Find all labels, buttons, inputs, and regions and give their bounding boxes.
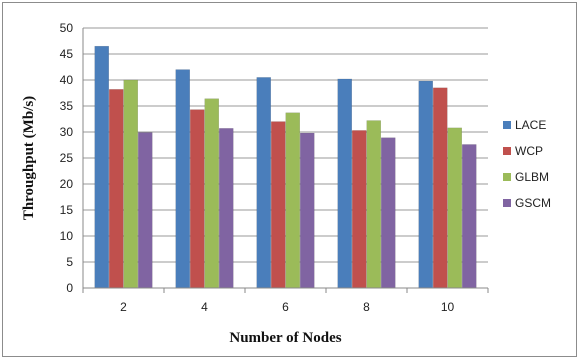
bar-glbm-2 [123, 79, 138, 289]
x-axis-title: Number of Nodes [229, 330, 341, 346]
bar-lace-2 [94, 45, 109, 289]
bar-lace-4 [175, 69, 190, 289]
bar-wcp-8 [352, 130, 367, 289]
y-tick-label: 10 [60, 229, 74, 243]
bar-lace-10 [418, 80, 433, 289]
bar-glbm-4 [204, 98, 219, 289]
x-tick-label: 6 [282, 300, 289, 314]
legend-swatch-glbm [503, 173, 511, 181]
legend-label-glbm: GLBM [515, 170, 549, 184]
bar-wcp-6 [271, 121, 286, 289]
y-tick-label: 25 [60, 151, 74, 165]
bar-gscm-4 [219, 128, 234, 289]
x-tick-label: 8 [363, 300, 370, 314]
x-tick-labels: 2 4 6 8 10 [82, 288, 489, 314]
bar-glbm-10 [447, 127, 462, 289]
bar-glbm-6 [285, 112, 300, 289]
legend-swatch-lace [503, 121, 511, 129]
x-tick-label: 2 [120, 300, 127, 314]
bar-lace-6 [256, 77, 271, 289]
y-tick-label: 20 [60, 177, 74, 191]
y-tick-labels: 0 5 10 15 20 25 30 35 40 45 50 [60, 21, 74, 295]
bar-gscm-10 [462, 144, 477, 289]
y-tick-label: 45 [60, 47, 74, 61]
x-tick-label: 10 [441, 300, 455, 314]
bar-wcp-4 [190, 109, 205, 289]
y-tick-label: 5 [66, 255, 73, 269]
legend: LACE WCP GLBM GSCM [503, 118, 551, 210]
bar-gscm-2 [138, 132, 153, 289]
y-tick-label: 0 [66, 281, 73, 295]
bar-gscm-8 [381, 137, 396, 289]
bar-lace-8 [337, 78, 352, 289]
legend-swatch-wcp [503, 147, 511, 155]
bar-glbm-8 [366, 120, 381, 289]
legend-label-wcp: WCP [515, 144, 543, 158]
legend-label-gscm: GSCM [515, 196, 551, 210]
legend-label-lace: LACE [515, 118, 546, 132]
x-tick-label: 4 [201, 300, 208, 314]
bar-wcp-10 [433, 87, 448, 289]
y-tick-label: 15 [60, 203, 74, 217]
bar-wcp-2 [109, 89, 124, 289]
y-tick-label: 40 [60, 73, 74, 87]
y-tick-label: 35 [60, 99, 74, 113]
legend-swatch-gscm [503, 199, 511, 207]
y-tick-label: 30 [60, 125, 74, 139]
y-tick-label: 50 [60, 21, 74, 35]
bar-gscm-6 [300, 132, 315, 289]
bars [94, 45, 477, 289]
y-axis-title: Throughput (Mb/s) [21, 96, 37, 220]
